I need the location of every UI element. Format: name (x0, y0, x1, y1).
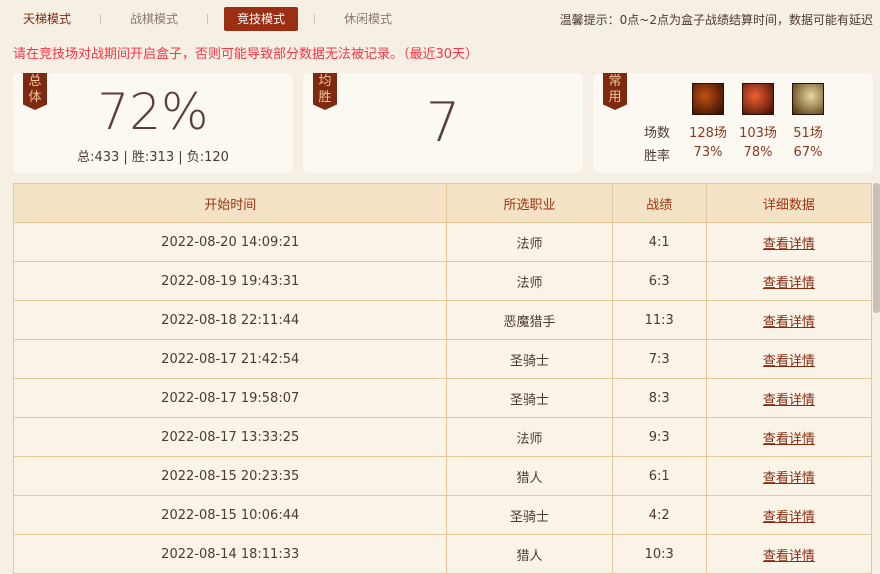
view-details-link[interactable]: 查看详情 (762, 353, 815, 369)
table-row: 2022-08-19 19:43:31 法师 6:3 查看详情 (12, 261, 873, 301)
start-time-cell: 2022-08-15 10:06:44 (12, 495, 448, 535)
details-cell: 查看详情 (705, 261, 873, 301)
view-details-link[interactable]: 查看详情 (762, 314, 815, 330)
win-loss-summary: 总:433 | 胜:313 | 负:120 (77, 150, 229, 165)
header-record: 战绩 (611, 183, 707, 223)
match-table: 开始时间 所选职业 战绩 详细数据 2022-08-20 14:09:21 法师 4… (12, 183, 873, 574)
hero-games: 51场 (793, 126, 823, 141)
record-cell: 8:3 (611, 378, 707, 418)
class-cell: 猎人 (446, 456, 613, 496)
view-details-link[interactable]: 查看详情 (762, 275, 815, 291)
overall-card: 总体 72% 总:433 | 胜:313 | 负:120 (13, 73, 293, 173)
record-cell: 9:3 (611, 417, 707, 457)
class-cell: 法师 (446, 222, 613, 262)
record-cell: 7:3 (611, 339, 707, 379)
start-time-cell: 2022-08-14 18:11:33 (12, 534, 448, 574)
start-time-cell: 2022-08-19 19:43:31 (12, 261, 448, 301)
class-cell: 圣骑士 (446, 339, 613, 379)
table-row: 2022-08-15 10:06:44 圣骑士 4:2 查看详情 (12, 495, 873, 535)
view-details-link[interactable]: 查看详情 (762, 431, 815, 447)
record-cell: 4:1 (611, 222, 707, 262)
class-cell: 法师 (446, 417, 613, 457)
table-row: 2022-08-18 22:11:44 恶魔猎手 11:3 查看详情 (12, 300, 873, 340)
average-wins: 7 (425, 91, 461, 154)
tab-casual[interactable]: 休闲模式 (344, 12, 393, 26)
start-time-cell: 2022-08-20 14:09:21 (12, 222, 448, 262)
hero-games: 128场 (689, 126, 727, 141)
hero-rate: 73% (693, 145, 723, 160)
details-cell: 查看详情 (705, 300, 873, 340)
table-row: 2022-08-14 18:11:33 猎人 10:3 查看详情 (12, 534, 873, 574)
divider (100, 14, 102, 24)
view-details-link[interactable]: 查看详情 (762, 392, 815, 408)
start-time-cell: 2022-08-17 21:42:54 (12, 339, 448, 379)
tab-arena[interactable]: 竞技模式 (224, 7, 299, 31)
hero-games: 103场 (739, 126, 777, 141)
view-details-link[interactable]: 查看详情 (762, 548, 815, 564)
header-class: 所选职业 (446, 183, 613, 223)
details-cell: 查看详情 (705, 495, 873, 535)
record-cell: 11:3 (611, 300, 707, 340)
record-cell: 6:1 (611, 456, 707, 496)
view-details-link[interactable]: 查看详情 (762, 236, 815, 252)
view-details-link[interactable]: 查看详情 (762, 509, 815, 525)
details-cell: 查看详情 (705, 456, 873, 496)
mode-tabs: 天梯模式 战棋模式 竞技模式 休闲模式 (10, 7, 405, 31)
ribbon-badge: 常用 (603, 73, 627, 110)
class-cell: 猎人 (446, 534, 613, 574)
table-row: 2022-08-20 14:09:21 法师 4:1 查看详情 (12, 222, 873, 262)
hint-text: 温馨提示：0点~2点为盒子战绩结算时间，数据可能有延迟 (559, 13, 873, 27)
table-row: 2022-08-17 21:42:54 圣骑士 7:3 查看详情 (12, 339, 873, 379)
record-cell: 6:3 (611, 261, 707, 301)
ribbon-badge: 总体 (23, 73, 47, 110)
details-cell: 查看详情 (705, 534, 873, 574)
record-cell: 10:3 (611, 534, 707, 574)
scrollbar[interactable] (873, 183, 880, 313)
win-rate: 72% (97, 83, 209, 141)
details-cell: 查看详情 (705, 222, 873, 262)
class-cell: 恶魔猎手 (446, 300, 613, 340)
divider (314, 14, 316, 24)
start-time-cell: 2022-08-18 22:11:44 (12, 300, 448, 340)
class-cell: 法师 (446, 261, 613, 301)
divider (207, 14, 209, 24)
games-label: 场数 (644, 126, 671, 141)
details-cell: 查看详情 (705, 378, 873, 418)
class-cell: 圣骑士 (446, 495, 613, 535)
tab-battlegrounds[interactable]: 战棋模式 (130, 12, 179, 26)
paladin-hammer-icon (792, 83, 824, 115)
start-time-cell: 2022-08-17 13:33:25 (12, 417, 448, 457)
tab-ladder[interactable]: 天梯模式 (23, 12, 72, 26)
mage-fire-icon (742, 83, 774, 115)
table-row: 2022-08-17 19:58:07 圣骑士 8:3 查看详情 (12, 378, 873, 418)
table-row: 2022-08-17 13:33:25 法师 9:3 查看详情 (12, 417, 873, 457)
details-cell: 查看详情 (705, 417, 873, 457)
average-wins-card: 均胜 7 (303, 73, 583, 173)
table-row: 2022-08-15 20:23:35 猎人 6:1 查看详情 (12, 456, 873, 496)
hero-rate: 67% (793, 145, 823, 160)
header-details: 详细数据 (705, 183, 873, 223)
header-start-time: 开始时间 (12, 183, 448, 223)
warning-text: 请在竞技场对战期间开启盒子，否则可能导致部分数据无法被记录。（最近30天） (13, 47, 479, 62)
start-time-cell: 2022-08-17 19:58:07 (12, 378, 448, 418)
hunter-bow-icon (692, 83, 724, 115)
record-cell: 4:2 (611, 495, 707, 535)
start-time-cell: 2022-08-15 20:23:35 (12, 456, 448, 496)
common-classes-card: 常用 场数 胜率 128场 103场 51场 73% 78% 67% (593, 73, 873, 173)
details-cell: 查看详情 (705, 339, 873, 379)
rate-label: 胜率 (644, 149, 671, 164)
view-details-link[interactable]: 查看详情 (762, 470, 815, 486)
hero-rate: 78% (743, 145, 773, 160)
class-cell: 圣骑士 (446, 378, 613, 418)
ribbon-badge: 均胜 (313, 73, 337, 110)
